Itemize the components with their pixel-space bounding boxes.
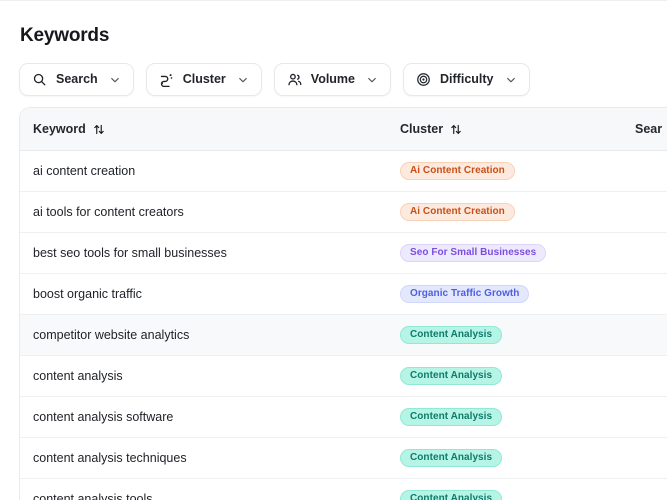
target-icon — [416, 72, 431, 87]
users-icon — [287, 72, 302, 87]
chevron-down-icon[interactable] — [366, 74, 378, 86]
keyword-cell: content analysis tools — [33, 491, 153, 500]
keyword-cell: ai tools for content creators — [33, 204, 184, 219]
table-row[interactable]: best seo tools for small businesses Seo F… — [20, 233, 667, 274]
chevron-down-icon[interactable] — [109, 74, 121, 86]
cluster-badge[interactable]: Content Analysis — [400, 449, 503, 467]
cluster-cell: Content Analysis — [400, 367, 635, 385]
filter-button-label: Search — [56, 72, 98, 87]
cluster-badge[interactable]: Content Analysis — [400, 367, 503, 385]
cluster-cell: Seo For Small Businesses — [400, 244, 635, 262]
cluster-cell: Ai Content Creation — [400, 203, 635, 221]
cluster-badge[interactable]: Content Analysis — [400, 490, 503, 500]
table-row[interactable]: boost organic traffic Organic Traffic Gro… — [20, 274, 667, 315]
table-row[interactable]: ai content creation Ai Content Creation — [20, 151, 667, 192]
column-header-label: Keyword — [33, 121, 86, 136]
filter-button-volume[interactable]: Volume — [273, 63, 392, 96]
column-header-label: Sear — [635, 121, 663, 136]
keyword-cell: content analysis techniques — [33, 450, 187, 465]
cluster-cell: Ai Content Creation — [400, 162, 635, 180]
filter-button-search[interactable]: Search — [19, 63, 134, 96]
search-icon — [32, 72, 47, 87]
chevron-down-icon[interactable] — [237, 74, 249, 86]
cluster-badge[interactable]: Content Analysis — [400, 408, 503, 426]
chevron-down-icon[interactable] — [505, 74, 517, 86]
cluster-cell: Content Analysis — [400, 490, 635, 500]
keyword-cell: content analysis software — [33, 409, 174, 424]
filter-button-difficulty[interactable]: Difficulty — [403, 63, 530, 96]
table-row[interactable]: content analysis tools Content Analysis — [20, 479, 667, 500]
top-divider — [0, 0, 667, 1]
table-header-row: Keyword Cluster Sear — [20, 108, 667, 151]
keyword-cell: competitor website analytics — [33, 327, 190, 342]
column-header-label: Cluster — [400, 121, 444, 136]
filter-toolbar: Search Cluster Volume Difficulty — [19, 63, 530, 96]
cluster-cell: Content Analysis — [400, 408, 635, 426]
filter-button-label: Cluster — [182, 72, 226, 87]
cluster-cell: Organic Traffic Growth — [400, 285, 635, 303]
keywords-table-card: Keyword Cluster Sear ai content creation Ai… — [19, 107, 667, 500]
table-body: ai content creation Ai Content Creation ai… — [20, 151, 667, 500]
cluster-cell: Content Analysis — [400, 449, 635, 467]
table-row[interactable]: content analysis Content Analysis — [20, 356, 667, 397]
table-row[interactable]: content analysis techniques Content Analy… — [20, 438, 667, 479]
table-row[interactable]: competitor website analytics Content Anal… — [20, 315, 667, 356]
filter-button-label: Volume — [310, 72, 356, 87]
cluster-badge[interactable]: Content Analysis — [400, 326, 503, 344]
keyword-cell: best seo tools for small businesses — [33, 245, 227, 260]
keyword-cell: content analysis — [33, 368, 123, 383]
keyword-cell: ai content creation — [33, 163, 136, 178]
table-row[interactable]: ai tools for content creators Ai Content … — [20, 192, 667, 233]
cluster-cell: Content Analysis — [400, 326, 635, 344]
filter-button-cluster[interactable]: Cluster — [145, 63, 262, 96]
filter-button-label: Difficulty — [440, 72, 494, 87]
column-header-cluster[interactable]: Cluster — [400, 123, 635, 136]
sort-arrows-icon[interactable] — [450, 123, 462, 136]
sort-arrows-icon[interactable] — [93, 123, 105, 136]
table-row[interactable]: content analysis software Content Analysi… — [20, 397, 667, 438]
column-header-sear[interactable]: Sear — [635, 123, 662, 136]
shuffle-icon — [159, 72, 174, 87]
cluster-badge[interactable]: Organic Traffic Growth — [400, 285, 530, 303]
cluster-badge[interactable]: Ai Content Creation — [400, 203, 515, 221]
column-header-keyword[interactable]: Keyword — [20, 123, 400, 136]
cluster-badge[interactable]: Seo For Small Businesses — [400, 244, 547, 262]
cluster-badge[interactable]: Ai Content Creation — [400, 162, 515, 180]
keyword-cell: boost organic traffic — [33, 286, 142, 301]
page-title: Keywords — [20, 25, 110, 46]
